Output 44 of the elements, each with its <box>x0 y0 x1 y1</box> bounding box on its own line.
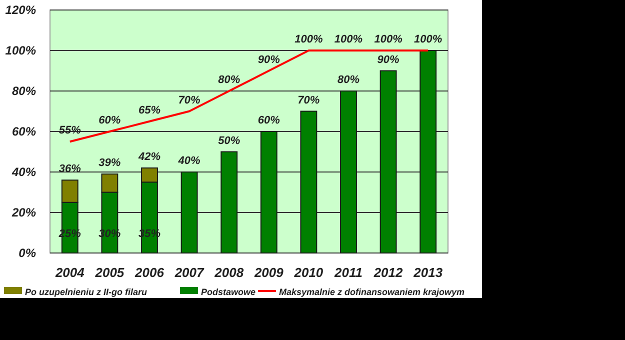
x-tick-label: 2008 <box>214 265 244 280</box>
x-tick-label: 2010 <box>293 265 324 280</box>
legend-label: Podstawowe <box>201 287 256 297</box>
data-label: 100% <box>334 34 363 46</box>
bar <box>220 151 238 254</box>
data-label: 70% <box>178 94 201 106</box>
data-label: 100% <box>414 34 442 46</box>
legend-label: Po uzupelnieniu z II-go filaru <box>25 287 148 297</box>
total-label: 39% <box>98 157 121 170</box>
bar <box>340 90 357 254</box>
x-tick-label: 2005 <box>94 265 125 280</box>
total-label: 42% <box>137 150 161 163</box>
bar <box>300 110 318 254</box>
total-label: 70% <box>298 94 320 106</box>
y-tick-label: 0% <box>18 246 36 260</box>
x-tick-label: 2004 <box>54 265 86 280</box>
x-tick-label: 2012 <box>372 265 404 280</box>
bar <box>260 131 278 254</box>
total-label: 90% <box>377 54 400 66</box>
data-label: 60% <box>98 114 121 126</box>
y-tick-label: 100% <box>5 44 36 58</box>
x-tick-label: 2009 <box>253 265 284 280</box>
y-tick-label: 60% <box>12 124 36 138</box>
total-label: 50% <box>218 134 240 147</box>
y-tick-label: 20% <box>10 206 36 220</box>
data-label: 80% <box>218 74 240 86</box>
data-label: 90% <box>258 54 280 66</box>
x-tick-label: 2007 <box>174 265 205 280</box>
bar <box>420 50 437 254</box>
y-tick-label: 40% <box>10 165 36 179</box>
total-label: 80% <box>337 74 360 86</box>
y-tick-label: 120% <box>5 3 36 17</box>
data-label: 65% <box>138 104 161 116</box>
total-label: 40% <box>177 155 201 167</box>
bar <box>180 172 198 254</box>
bar <box>380 70 397 254</box>
total-label: 60% <box>258 114 280 126</box>
data-label: 100% <box>374 34 403 46</box>
data-label: 100% <box>294 34 323 46</box>
legend-label: Maksymalnie z dofinansowaniem krajowym <box>279 287 465 297</box>
x-tick-label: 2013 <box>412 265 444 280</box>
x-tick-label: 2006 <box>134 265 165 280</box>
x-tick-label: 2011 <box>334 265 362 280</box>
y-tick-label: 80% <box>12 84 36 98</box>
